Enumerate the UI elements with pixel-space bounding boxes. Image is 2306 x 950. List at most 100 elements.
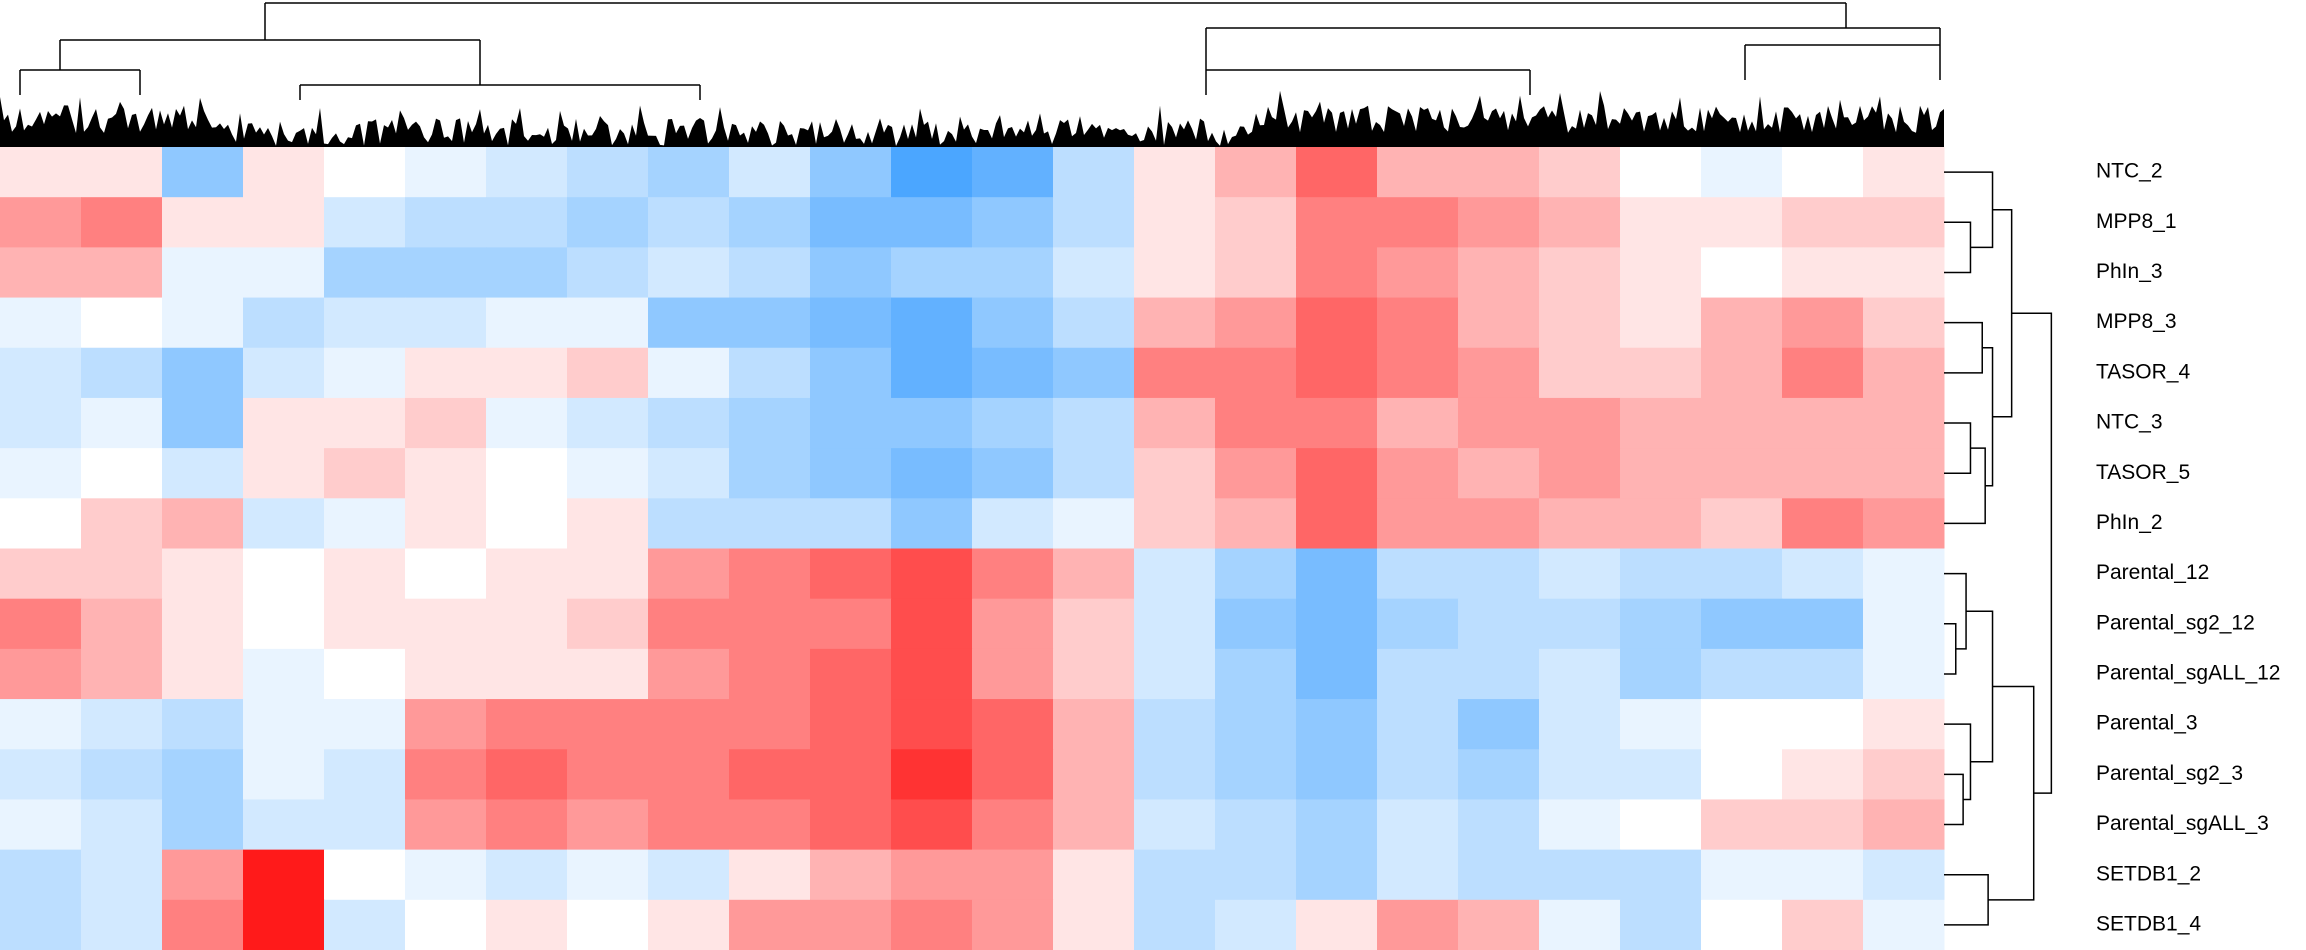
heat-cell (162, 347, 244, 399)
heat-cell (1296, 498, 1378, 549)
heat-cell (162, 247, 244, 299)
heat-cell (1458, 147, 1540, 198)
dendrogram-branch (1944, 422, 1972, 474)
heat-cell (1053, 699, 1135, 750)
heat-cell (243, 849, 325, 901)
heat-cell (324, 297, 406, 349)
heat-cell (324, 899, 406, 950)
heat-cell (1620, 147, 1702, 198)
heat-cell (81, 749, 163, 800)
heat-cell (1863, 397, 1945, 449)
heat-cell (405, 397, 487, 449)
heat-cell (1134, 598, 1216, 650)
heat-cell (810, 297, 892, 349)
heat-cell (567, 347, 649, 399)
heat-cell (1215, 849, 1297, 901)
heat-cell (1458, 799, 1540, 851)
heat-cell (567, 247, 649, 299)
heat-cell (1620, 699, 1702, 750)
heat-cell (486, 297, 568, 349)
heat-cell (810, 699, 892, 750)
heat-cell (1782, 197, 1864, 248)
heat-cell (1134, 648, 1216, 700)
heat-cell (81, 899, 163, 950)
heat-cell (1134, 247, 1216, 299)
heat-cell (0, 598, 82, 650)
heat-cell (1134, 548, 1216, 600)
heat-cell (648, 147, 730, 198)
heat-cell (1620, 498, 1702, 549)
heat-cell (1620, 799, 1702, 851)
heat-cell (1701, 197, 1783, 248)
heat-cell (1215, 247, 1297, 299)
heat-cell (972, 648, 1054, 700)
heat-cell (810, 147, 892, 198)
heat-cell (1458, 297, 1540, 349)
heat-cell (648, 799, 730, 851)
heat-cell (1701, 147, 1783, 198)
heat-cell (810, 899, 892, 950)
heat-cell (405, 147, 487, 198)
heat-cell (81, 347, 163, 399)
heat-cell (81, 498, 163, 549)
heat-cell (486, 598, 568, 650)
heat-cell (81, 197, 163, 248)
heat-cell (1134, 799, 1216, 851)
heat-cell (1863, 197, 1945, 248)
row-labels: NTC_2 MPP8_1 PhIn_3 MPP8_3 TASOR_4 NTC_3 TASOR… (2096, 160, 2280, 936)
heat-cell (81, 397, 163, 449)
heat-cell (243, 899, 325, 950)
heat-cell (1053, 598, 1135, 650)
heat-cell (1863, 749, 1945, 800)
heat-cell (1134, 448, 1216, 499)
heat-cell (486, 448, 568, 499)
heat-cell (81, 448, 163, 499)
heat-cell (891, 548, 973, 600)
heat-cell (1053, 397, 1135, 449)
heat-cell (486, 648, 568, 700)
heat-cell (729, 397, 811, 449)
heat-cell (0, 899, 82, 950)
heat-cell (1377, 397, 1459, 449)
heat-cell (1215, 749, 1297, 800)
heat-cell (567, 598, 649, 650)
heat-cell (162, 147, 244, 198)
heat-cell (486, 347, 568, 399)
heat-cell (0, 799, 82, 851)
heat-cell (810, 548, 892, 600)
heat-cell (243, 247, 325, 299)
heat-cell (1215, 147, 1297, 198)
dendrogram-branch (1944, 171, 1994, 249)
row-label: SETDB1_4 (2096, 912, 2201, 935)
heat-cell (891, 448, 973, 499)
heat-cell (648, 448, 730, 499)
heat-cell (405, 347, 487, 399)
heat-cell (324, 498, 406, 549)
heat-cell (1053, 197, 1135, 248)
heat-cell (648, 849, 730, 901)
heat-cell (324, 749, 406, 800)
heat-cell (1782, 849, 1864, 901)
heat-cell (486, 197, 568, 248)
heat-cell (1215, 799, 1297, 851)
heat-cell (567, 498, 649, 549)
heat-cell (729, 699, 811, 750)
heat-cell (486, 849, 568, 901)
heat-cell (1782, 799, 1864, 851)
heat-cell (1701, 849, 1783, 901)
heat-cell (1782, 699, 1864, 750)
heat-cell (729, 197, 811, 248)
heat-cell (1377, 749, 1459, 800)
heat-cell (891, 648, 973, 700)
heat-cell (1539, 899, 1621, 950)
heat-cell (1377, 347, 1459, 399)
heat-cell (1377, 648, 1459, 700)
heat-cell (324, 849, 406, 901)
heat-cell (1377, 598, 1459, 650)
heat-cell (1620, 347, 1702, 399)
heat-cell (729, 347, 811, 399)
dendrogram-branch (1944, 321, 1983, 374)
heat-cell (0, 749, 82, 800)
heat-cell (1053, 648, 1135, 700)
heat-cell (162, 197, 244, 248)
